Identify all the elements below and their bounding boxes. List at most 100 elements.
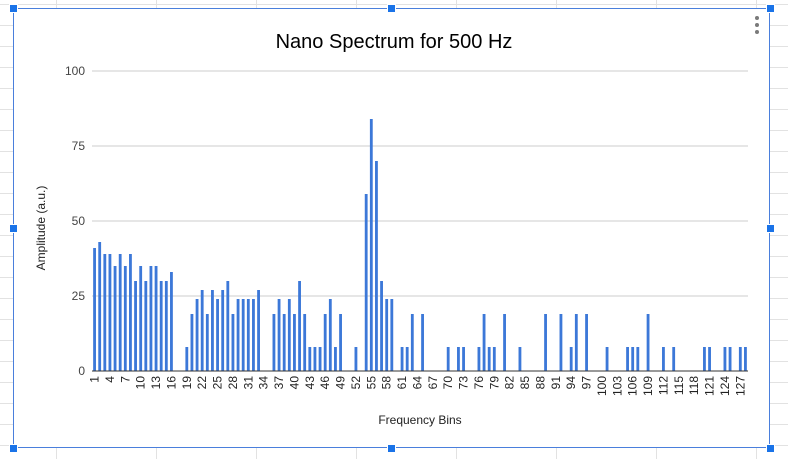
bar <box>118 254 122 371</box>
bar <box>708 347 711 371</box>
bar <box>200 290 204 371</box>
bar <box>646 314 650 371</box>
bar <box>457 347 460 371</box>
more-vert-icon-dot <box>755 16 759 20</box>
bar <box>605 347 609 371</box>
bar <box>108 254 112 371</box>
x-tick-label: 76 <box>472 376 486 390</box>
bar <box>738 347 742 371</box>
x-tick-label: 118 <box>687 376 701 395</box>
resize-handle-right[interactable] <box>766 224 775 233</box>
bar <box>211 290 214 371</box>
resize-handle-top-right[interactable] <box>766 4 775 13</box>
x-tick-label: 52 <box>349 376 363 390</box>
bar <box>631 347 635 371</box>
bar <box>185 347 189 371</box>
bar <box>477 347 481 371</box>
bar <box>744 347 747 371</box>
x-tick-label: 106 <box>626 376 640 396</box>
bar <box>410 314 414 371</box>
bar <box>672 347 676 371</box>
x-tick-label: 100 <box>595 376 609 396</box>
x-tick-label: 37 <box>272 376 286 390</box>
x-tick-labels: 1 4 7 10 13 16 19 22 25 28 31 34 37 40 43 46 49 52 55 58 61 6… <box>88 376 748 396</box>
bar <box>113 266 117 371</box>
bar <box>446 347 450 371</box>
x-tick-label: 58 <box>380 376 394 390</box>
bar <box>252 299 255 371</box>
bar <box>636 347 640 371</box>
bar <box>149 266 153 371</box>
x-tick-label: 7 <box>118 376 132 383</box>
x-tick-label: 70 <box>441 376 455 390</box>
more-vert-icon-dot <box>755 30 759 34</box>
bar <box>492 347 496 371</box>
bar <box>728 347 732 371</box>
resize-handle-top-left[interactable] <box>9 4 18 13</box>
bar <box>216 299 219 371</box>
chart-menu-button[interactable] <box>749 12 765 38</box>
bar <box>272 314 276 371</box>
x-tick-label: 127 <box>733 376 747 396</box>
bar <box>518 347 522 371</box>
x-tick-label: 91 <box>549 376 563 390</box>
bar <box>298 281 301 371</box>
bar <box>139 266 143 371</box>
x-tick-label: 109 <box>641 376 655 396</box>
y-tick-label: 75 <box>72 139 86 153</box>
x-tick-label: 40 <box>287 376 301 390</box>
x-tick-label: 79 <box>487 376 501 390</box>
bar <box>144 281 148 371</box>
bar <box>703 347 706 371</box>
bar <box>487 347 491 371</box>
bar <box>170 272 173 371</box>
x-tick-label: 31 <box>241 376 255 390</box>
bar <box>205 314 209 371</box>
bar <box>380 281 383 371</box>
y-axis-label: Amplitude (a.u.) <box>34 186 48 271</box>
bar <box>164 281 168 371</box>
bar <box>313 347 317 371</box>
bar <box>574 314 578 371</box>
bar <box>503 314 506 371</box>
x-tick-label: 115 <box>672 376 686 395</box>
bar <box>400 347 404 371</box>
bar <box>323 314 327 371</box>
bar <box>129 254 132 371</box>
bar <box>405 347 409 371</box>
resize-handle-bottom[interactable] <box>387 444 396 453</box>
x-tick-label: 85 <box>518 376 532 390</box>
x-tick-label: 19 <box>180 376 194 390</box>
bar <box>334 347 337 371</box>
x-tick-label: 28 <box>226 376 240 390</box>
bar <box>98 242 102 371</box>
bar <box>339 314 342 371</box>
bar <box>318 347 322 371</box>
resize-handle-bottom-right[interactable] <box>766 444 775 453</box>
x-tick-label: 61 <box>395 376 409 390</box>
resize-handle-left[interactable] <box>9 224 18 233</box>
resize-handle-bottom-left[interactable] <box>9 444 18 453</box>
bar <box>559 314 563 371</box>
bar <box>226 281 230 371</box>
x-tick-label: 88 <box>533 376 547 390</box>
bars <box>93 119 747 371</box>
x-tick-label: 49 <box>334 376 348 390</box>
resize-handle-top[interactable] <box>387 4 396 13</box>
bar <box>287 299 291 371</box>
bar <box>231 314 235 371</box>
bar <box>257 290 260 371</box>
x-tick-label: 124 <box>718 376 732 396</box>
bar <box>277 299 281 371</box>
x-tick-label: 82 <box>503 376 517 390</box>
bar <box>308 347 312 371</box>
chart-frame[interactable] <box>13 8 770 448</box>
bar <box>385 299 389 371</box>
x-tick-label: 4 <box>103 376 117 383</box>
bar <box>123 266 127 371</box>
y-tick-labels: 0 25 50 75 100 <box>65 64 85 378</box>
bar <box>723 347 727 371</box>
bar <box>569 347 573 371</box>
y-tick-label: 50 <box>72 214 86 228</box>
bar <box>482 314 486 371</box>
